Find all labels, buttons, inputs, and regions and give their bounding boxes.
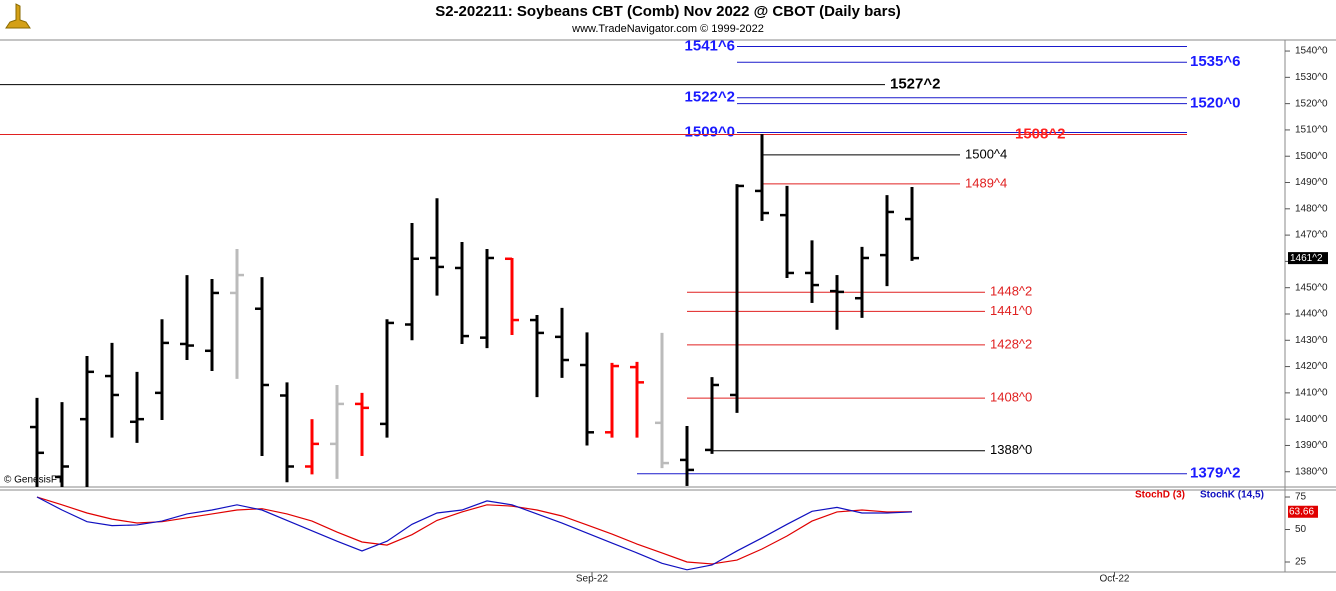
chart-subtitle: www.TradeNavigator.com © 1999-2022 bbox=[571, 23, 764, 35]
current-price-label: 1461^2 bbox=[1290, 253, 1323, 264]
y-tick-label: 1530^0 bbox=[1295, 72, 1328, 83]
y-tick-label: 1440^0 bbox=[1295, 309, 1328, 320]
y-tick-label: 1450^0 bbox=[1295, 282, 1328, 293]
y-tick-label: 1380^0 bbox=[1295, 466, 1328, 477]
level-label: 1428^2 bbox=[990, 336, 1032, 351]
level-label: 1541^6 bbox=[685, 37, 735, 54]
y-tick-label: 1540^0 bbox=[1295, 46, 1328, 57]
x-tick-label: Sep-22 bbox=[576, 574, 609, 585]
y-tick-label: 75 bbox=[1295, 492, 1307, 503]
legend-entry: StochK (14,5) bbox=[1200, 490, 1264, 501]
y-tick-label: 1400^0 bbox=[1295, 414, 1328, 425]
level-label: 1448^2 bbox=[990, 284, 1032, 299]
level-label: 1408^0 bbox=[990, 390, 1032, 405]
y-tick-label: 1470^0 bbox=[1295, 230, 1328, 241]
current-price-box bbox=[1288, 252, 1328, 265]
y-tick-label: 1410^0 bbox=[1295, 388, 1328, 399]
logo-shape bbox=[5, 3, 31, 29]
level-label: 1489^4 bbox=[965, 175, 1007, 190]
stoch-line bbox=[36, 496, 913, 565]
y-tick-label: 1490^0 bbox=[1295, 177, 1328, 188]
legend-entry: StochD (3) bbox=[1135, 490, 1185, 501]
y-tick-label: 1510^0 bbox=[1295, 125, 1328, 136]
level-label: 1388^0 bbox=[990, 442, 1032, 457]
level-label: 1520^0 bbox=[1190, 95, 1240, 112]
y-tick-label: 1500^0 bbox=[1295, 151, 1328, 162]
y-tick-label: 25 bbox=[1295, 557, 1307, 568]
y-tick-label: 1520^0 bbox=[1295, 98, 1328, 109]
level-label: 1522^2 bbox=[685, 89, 735, 106]
current-value-label: 63.66 bbox=[1289, 506, 1314, 517]
level-label: 1535^6 bbox=[1190, 53, 1240, 70]
level-label: 1508^2 bbox=[1015, 125, 1065, 142]
y-tick-label: 1390^0 bbox=[1295, 440, 1328, 451]
x-tick-label: Oct-22 bbox=[1099, 574, 1129, 585]
y-tick-label: 50 bbox=[1295, 524, 1307, 535]
y-tick-label: 1480^0 bbox=[1295, 203, 1328, 214]
watermark: © GenesisFT bbox=[4, 475, 63, 486]
level-label: 1379^2 bbox=[1190, 465, 1240, 482]
current-value-box bbox=[1288, 505, 1318, 518]
logo bbox=[5, 3, 31, 29]
y-tick-label: 1420^0 bbox=[1295, 361, 1328, 372]
y-tick-label: 1430^0 bbox=[1295, 335, 1328, 346]
level-label: 1509^0 bbox=[685, 124, 735, 141]
chart-title: S2-202211: Soybeans CBT (Comb) Nov 2022 … bbox=[435, 3, 901, 20]
level-label: 1527^2 bbox=[890, 76, 940, 93]
level-label: 1441^0 bbox=[990, 303, 1032, 318]
level-label: 1500^4 bbox=[965, 146, 1007, 161]
stoch-line bbox=[36, 496, 913, 571]
